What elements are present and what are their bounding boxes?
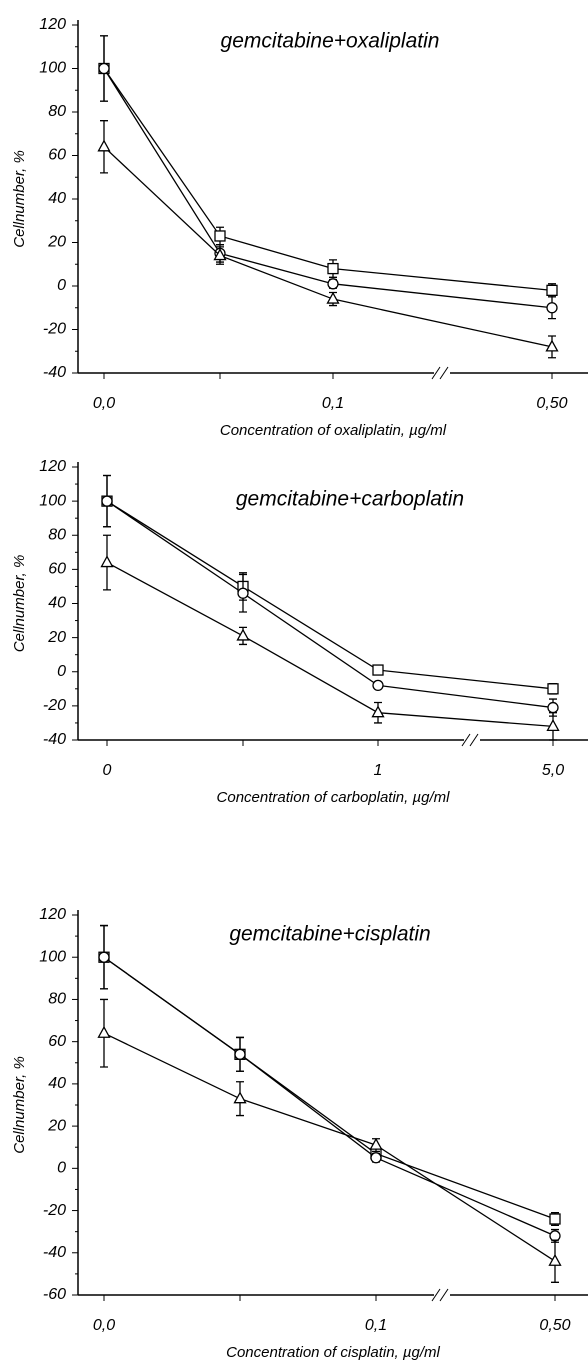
x-tick-label: 0,50: [536, 395, 567, 412]
x-tick-label: 0,0: [93, 1317, 115, 1334]
axis-break: [439, 366, 449, 380]
data-point: [98, 951, 110, 963]
y-tick-label: -40: [43, 1244, 66, 1261]
y-tick-label: 0: [57, 663, 66, 680]
x-axis-label: Concentration of carboplatin, µg/ml: [217, 789, 451, 806]
y-tick-label: 40: [48, 595, 66, 612]
series-line: [103, 956, 556, 1237]
data-point: [327, 278, 339, 290]
y-tick-label: 60: [48, 1033, 66, 1050]
chart-title: gemcitabine+carboplatin: [236, 488, 464, 511]
x-tick-label: 0: [103, 762, 112, 779]
y-tick-label: 20: [47, 1117, 66, 1134]
x-tick-label: 0,1: [322, 395, 344, 412]
y-tick-label: 60: [48, 147, 66, 164]
axis-break: [431, 366, 441, 380]
y-tick-label: 40: [48, 1075, 66, 1092]
data-point: [546, 302, 558, 314]
series-line: [103, 956, 556, 1220]
y-axis-label: Cellnumber, %: [11, 1056, 28, 1154]
x-axis-label: Concentration of oxaliplatin, µg/ml: [220, 422, 447, 439]
y-tick-label: 100: [39, 492, 66, 509]
data-point: [233, 1091, 247, 1104]
y-tick-label: -20: [43, 1202, 66, 1219]
series-line: [106, 500, 554, 690]
data-point: [327, 262, 339, 275]
axis-break: [461, 733, 471, 747]
data-point: [548, 1253, 562, 1266]
data-point: [546, 719, 560, 731]
y-tick-label: 120: [39, 458, 66, 475]
x-tick-label: 0,0: [93, 395, 115, 412]
chart-title: gemcitabine+oxaliplatin: [221, 30, 440, 53]
axis-break: [469, 733, 479, 747]
y-tick-label: -40: [43, 364, 66, 381]
y-tick-label: 80: [48, 526, 66, 543]
data-point: [547, 683, 559, 695]
axis-break: [431, 1288, 441, 1302]
series-line: [103, 68, 553, 291]
y-tick-label: 0: [57, 277, 66, 294]
y-axis-label: Cellnumber, %: [11, 150, 28, 248]
series-line: [106, 561, 554, 727]
data-point: [213, 248, 227, 261]
data-point: [372, 679, 384, 692]
data-point: [369, 1137, 383, 1150]
data-point: [100, 555, 114, 568]
x-tick-label: 0,1: [365, 1317, 387, 1334]
data-point: [234, 1048, 246, 1060]
data-point: [237, 587, 249, 599]
y-tick-label: 80: [48, 103, 66, 120]
data-point: [372, 664, 384, 676]
data-point: [545, 339, 559, 352]
data-point: [371, 705, 385, 718]
y-tick-label: 100: [39, 60, 66, 77]
data-point: [97, 1025, 111, 1038]
y-tick-label: 100: [39, 948, 66, 965]
y-tick-label: 20: [47, 234, 66, 251]
data-point: [98, 62, 110, 75]
series-line: [103, 1032, 556, 1262]
data-point: [370, 1152, 382, 1164]
chart-title: gemcitabine+cisplatin: [229, 923, 430, 946]
data-point: [101, 495, 113, 507]
data-point: [214, 230, 226, 242]
data-point: [549, 1230, 561, 1242]
data-point: [236, 628, 250, 641]
data-point: [97, 139, 111, 152]
y-tick-label: -40: [43, 731, 66, 748]
axis-break: [439, 1288, 449, 1302]
data-point: [549, 1213, 561, 1225]
y-tick-label: 80: [48, 991, 66, 1008]
y-tick-label: 0: [57, 1160, 66, 1177]
x-tick-label: 0,50: [539, 1317, 570, 1334]
y-tick-label: 20: [47, 629, 66, 646]
series-line: [103, 68, 553, 309]
data-point: [326, 291, 340, 304]
series-line: [106, 500, 554, 709]
data-point: [547, 701, 559, 714]
y-tick-label: 120: [39, 906, 66, 923]
y-tick-label: -20: [43, 321, 66, 338]
y-tick-label: -60: [43, 1286, 66, 1303]
x-axis-label: Concentration of cisplatin, µg/ml: [226, 1344, 440, 1361]
data-point: [546, 284, 558, 297]
y-axis-label: Cellnumber, %: [11, 555, 28, 653]
y-tick-label: 120: [39, 16, 66, 33]
y-tick-label: 40: [48, 190, 66, 207]
y-tick-label: -20: [43, 697, 66, 714]
x-tick-label: 1: [374, 762, 383, 779]
series-line: [103, 146, 553, 348]
y-tick-label: 60: [48, 561, 66, 578]
x-tick-label: 5,0: [542, 762, 564, 779]
